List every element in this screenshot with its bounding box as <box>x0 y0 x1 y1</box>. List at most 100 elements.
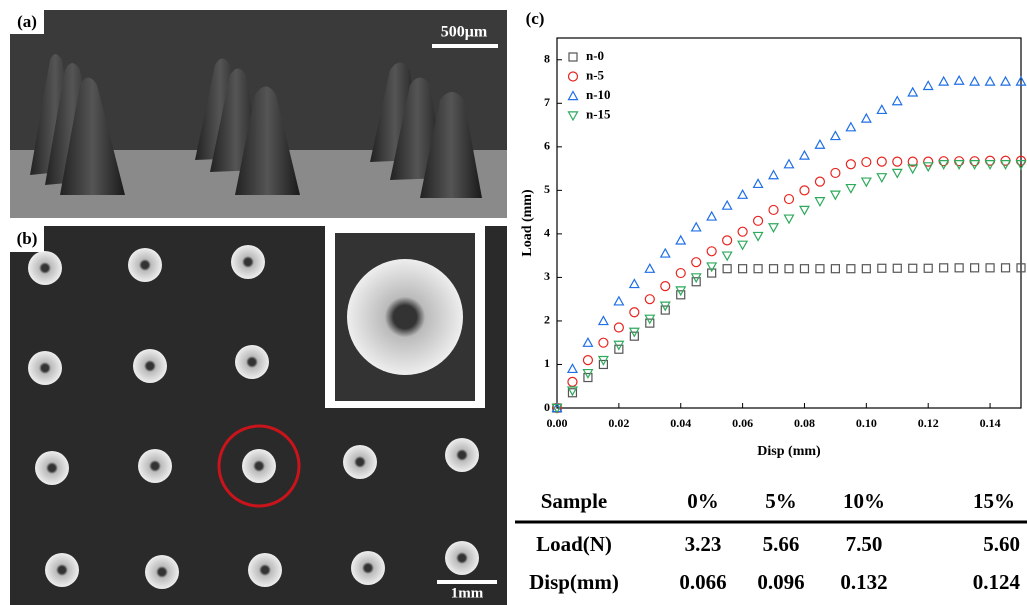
x-tick-label: 0.00 <box>547 416 568 430</box>
marker <box>661 249 670 257</box>
legend-marker <box>569 72 578 81</box>
marker <box>723 236 732 245</box>
marker <box>862 178 871 186</box>
micro-cone <box>235 345 269 379</box>
micro-cone <box>242 449 276 483</box>
legend-marker <box>569 112 578 120</box>
micro-cone <box>28 351 62 385</box>
micro-cone <box>445 541 479 575</box>
marker <box>738 190 747 198</box>
table-cell: 0.132 <box>840 570 887 594</box>
figure: (a) 500μm (b) 1mm (c) 0123456780.000.020… <box>0 0 1027 605</box>
y-tick-label: 6 <box>544 139 550 153</box>
micro-cone <box>145 555 179 589</box>
marker <box>924 163 933 171</box>
marker <box>846 123 855 131</box>
marker <box>676 236 685 244</box>
y-tick-label: 2 <box>544 313 550 327</box>
marker <box>583 356 592 365</box>
marker <box>661 282 670 291</box>
scale-bar-label: 1mm <box>451 585 484 601</box>
marker <box>986 264 994 272</box>
x-tick-label: 0.04 <box>670 416 691 430</box>
table-header: Sample <box>541 489 608 513</box>
micro-cone <box>445 438 479 472</box>
marker <box>862 265 870 273</box>
x-tick-label: 0.02 <box>608 416 629 430</box>
marker <box>630 279 639 287</box>
marker <box>770 265 778 273</box>
marker <box>955 76 964 84</box>
marker <box>568 364 577 372</box>
marker <box>785 265 793 273</box>
x-tick-label: 0.06 <box>732 416 753 430</box>
x-tick-label: 0.10 <box>856 416 877 430</box>
marker <box>614 297 623 305</box>
micro-cone <box>231 245 265 279</box>
marker <box>893 157 902 166</box>
table-cell: 0.124 <box>973 570 1021 594</box>
scale-bar <box>432 44 498 48</box>
page: {"panel_a": {"label": "(a)", "scale_bar"… <box>0 0 1027 605</box>
inset-cone <box>347 259 463 375</box>
table-cell: 7.50 <box>846 532 883 556</box>
marker <box>877 105 886 113</box>
marker <box>940 264 948 272</box>
micro-cone <box>343 445 377 479</box>
marker <box>723 201 732 209</box>
table-cell: Disp(mm) <box>529 570 619 594</box>
x-tick-label: 0.08 <box>794 416 815 430</box>
panel-label: (c) <box>526 9 545 28</box>
marker <box>645 264 654 272</box>
marker <box>754 265 762 273</box>
marker <box>692 258 701 267</box>
marker <box>955 264 963 272</box>
marker <box>986 77 995 85</box>
marker <box>816 265 824 273</box>
panel-b: (b) 1mm <box>10 226 507 605</box>
legend-label: n-10 <box>586 87 611 102</box>
marker <box>692 223 701 231</box>
marker <box>815 177 824 186</box>
legend-marker <box>569 53 577 61</box>
table-cell: 0.096 <box>757 570 804 594</box>
panel-label: (b) <box>17 229 38 248</box>
panel-label: (a) <box>17 12 37 31</box>
marker <box>754 216 763 225</box>
marker <box>738 227 747 236</box>
marker <box>1002 264 1010 272</box>
marker <box>862 114 871 122</box>
marker <box>815 198 824 206</box>
scale-bar-label: 500μm <box>441 24 488 41</box>
marker <box>908 88 917 96</box>
marker <box>847 265 855 273</box>
micro-cone <box>133 349 167 383</box>
micro-cone <box>35 451 69 485</box>
marker <box>568 377 577 386</box>
marker <box>630 308 639 317</box>
marker <box>924 81 933 89</box>
marker <box>583 338 592 346</box>
table-cell: 5.60 <box>983 532 1020 556</box>
marker <box>877 157 886 166</box>
marker <box>1001 77 1010 85</box>
marker <box>893 169 902 177</box>
marker <box>754 232 763 240</box>
marker <box>599 338 608 347</box>
marker <box>599 316 608 324</box>
marker <box>877 174 886 182</box>
marker <box>645 295 654 304</box>
marker <box>769 224 778 232</box>
marker <box>738 241 747 249</box>
legend-label: n-15 <box>586 106 611 121</box>
marker <box>815 140 824 148</box>
marker <box>909 264 917 272</box>
marker <box>769 171 778 179</box>
table-header: 15% <box>973 489 1015 513</box>
x-tick-label: 0.14 <box>980 416 1001 430</box>
y-tick-label: 0 <box>544 400 550 414</box>
micro-cone <box>28 251 62 285</box>
legend-marker <box>569 92 578 100</box>
table-cell: 5.66 <box>763 532 800 556</box>
scale-bar <box>437 580 497 584</box>
